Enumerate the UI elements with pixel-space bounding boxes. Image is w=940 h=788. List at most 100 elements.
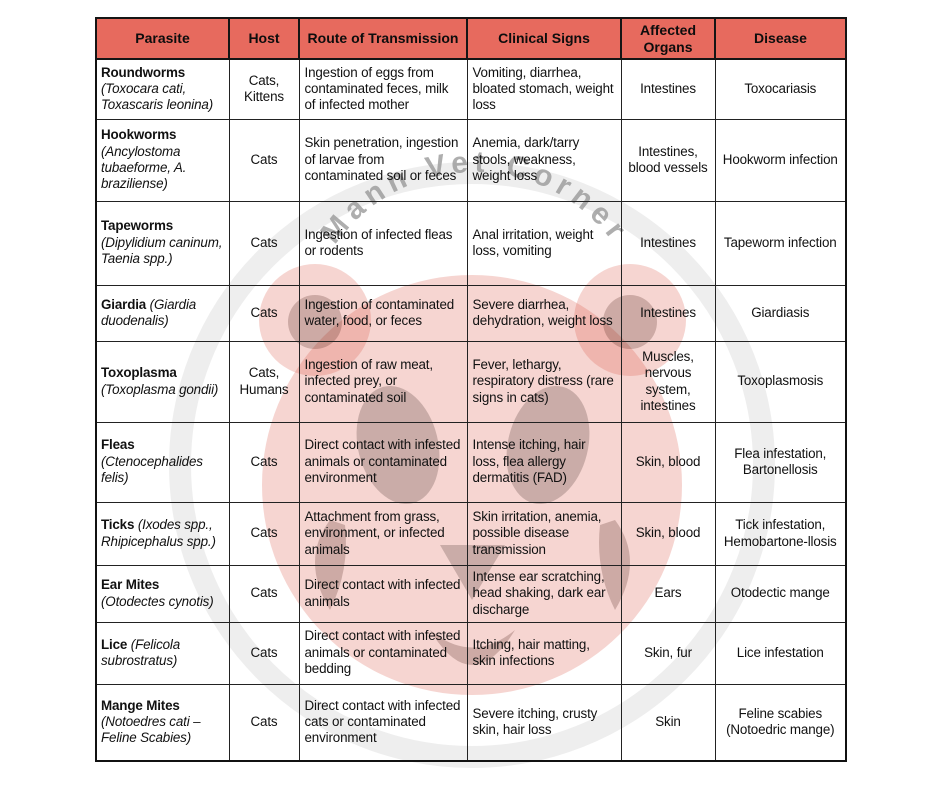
table-row: Roundworms (Toxocara cati, Toxascaris le… [95, 58, 847, 120]
cell-host: Cats [228, 284, 300, 342]
cell-parasite: Giardia (Giardia duodenalis) [95, 284, 230, 342]
column-header-route-of-transmission: Route of Transmission [298, 17, 468, 60]
cell-disease: Giardiasis [714, 284, 847, 342]
cell-parasite: Fleas (Ctenocephalides felis) [95, 421, 230, 503]
cell-signs: Fever, lethargy, respiratory distress (r… [466, 340, 622, 423]
cell-signs: Anemia, dark/tarry stools, weakness, wei… [466, 118, 622, 202]
cell-route: Direct contact with infested animals or … [298, 621, 468, 685]
cell-host: Cats [228, 118, 300, 202]
cell-route: Ingestion of contaminated water, food, o… [298, 284, 468, 342]
cell-parasite: Toxoplasma (Toxoplasma gondii) [95, 340, 230, 423]
cell-organs: Skin, blood [620, 421, 716, 503]
cell-host: Cats [228, 621, 300, 685]
cell-signs: Severe diarrhea, dehydration, weight los… [466, 284, 622, 342]
parasite-scientific-name: (Giardia duodenalis) [101, 296, 197, 328]
cell-disease: Toxoplasmosis [714, 340, 847, 423]
cell-organs: Skin [620, 683, 716, 762]
cell-parasite: Ear Mites (Otodectes cynotis) [95, 564, 230, 623]
column-header-clinical-signs: Clinical Signs [466, 17, 622, 60]
table-row: Mange Mites (Notoedres cati – Feline Sca… [95, 683, 847, 762]
parasite-common-name: Hookworms [101, 127, 177, 143]
parasite-common-name: Lice [101, 636, 128, 652]
cell-disease: Toxocariasis [714, 58, 847, 120]
cell-parasite: Ticks (Ixodes spp., Rhipicephalus spp.) [95, 501, 230, 566]
cell-organs: Skin, fur [620, 621, 716, 685]
column-header-affected-organs: Affected Organs [620, 17, 716, 60]
cell-signs: Severe itching, crusty skin, hair loss [466, 683, 622, 762]
table-body: Roundworms (Toxocara cati, Toxascaris le… [95, 58, 847, 762]
cell-route: Direct contact with infected animals [298, 564, 468, 623]
cell-signs: Itching, hair matting, skin infections [466, 621, 622, 685]
parasite-scientific-name: (Otodectes cynotis) [101, 593, 214, 609]
parasite-common-name: Ticks [101, 517, 135, 533]
cell-organs: Intestines [620, 284, 716, 342]
table-row: Toxoplasma (Toxoplasma gondii) Cats, Huma… [95, 340, 847, 423]
cell-disease: Hookworm infection [714, 118, 847, 202]
parasite-common-name: Toxoplasma [101, 365, 177, 381]
parasite-common-name: Ear Mites [101, 577, 160, 593]
cell-disease: Tapeworm infection [714, 200, 847, 286]
parasite-common-name: Roundworms [101, 64, 186, 80]
cell-route: Skin penetration, ingestion of larvae fr… [298, 118, 468, 202]
cell-disease: Flea infestation, Bartonellosis [714, 421, 847, 503]
cell-host: Cats [228, 501, 300, 566]
cell-signs: Skin irritation, anemia, possible diseas… [466, 501, 622, 566]
parasite-common-name: Mange Mites [101, 697, 180, 713]
parasite-scientific-name: (Toxocara cati, Toxascaris leonina) [101, 81, 214, 113]
parasite-scientific-name: (Toxoplasma gondii) [101, 381, 219, 397]
column-header-host: Host [228, 17, 300, 60]
cell-signs: Intense ear scratching, head shaking, da… [466, 564, 622, 623]
cell-parasite: Lice (Felicola subrostratus) [95, 621, 230, 685]
parasite-common-name: Fleas [101, 437, 135, 453]
table-row: Giardia (Giardia duodenalis) Cats Ingestio… [95, 284, 847, 342]
parasite-scientific-name: (Notoedres cati – Feline Scabies) [101, 714, 201, 746]
cell-parasite: Tapeworms (Dipylidium caninum, Taenia sp… [95, 200, 230, 286]
cell-organs: Intestines [620, 58, 716, 120]
parasite-scientific-name: (Ixodes spp., Rhipicephalus spp.) [101, 517, 216, 549]
cell-route: Ingestion of raw meat, infected prey, or… [298, 340, 468, 423]
cell-parasite: Mange Mites (Notoedres cati – Feline Sca… [95, 683, 230, 762]
parasite-scientific-name: (Ctenocephalides felis) [101, 453, 203, 486]
column-header-disease: Disease [714, 17, 847, 60]
parasite-table: Parasite Host Route of Transmission Clinica… [95, 17, 847, 762]
header-row: Parasite Host Route of Transmission Clinica… [95, 17, 847, 60]
table-row: Lice (Felicola subrostratus) Cats Direct c… [95, 621, 847, 685]
parasite-common-name: Giardia [101, 296, 147, 312]
cell-organs: Intestines, blood vessels [620, 118, 716, 202]
cell-signs: Anal irritation, weight loss, vomiting [466, 200, 622, 286]
cell-organs: Ears [620, 564, 716, 623]
cell-route: Attachment from grass, environment, or i… [298, 501, 468, 566]
cell-organs: Intestines [620, 200, 716, 286]
parasite-scientific-name: (Felicola subrostratus) [101, 636, 181, 668]
cell-signs: Vomiting, diarrhea, bloated stomach, wei… [466, 58, 622, 120]
cell-host: Cats [228, 200, 300, 286]
parasite-scientific-name: (Ancylostoma tubaeforme, A. braziliense) [101, 143, 187, 192]
parasite-scientific-name: (Dipylidium caninum, Taenia spp.) [101, 234, 223, 267]
cell-host: Cats, Kittens [228, 58, 300, 120]
column-header-parasite: Parasite [95, 17, 230, 60]
cell-disease: Tick infestation, Hemobartone-llosis [714, 501, 847, 566]
parasite-common-name: Tapeworms [101, 218, 174, 234]
cell-disease: Lice infestation [714, 621, 847, 685]
table-row: Ear Mites (Otodectes cynotis) Cats Direct … [95, 564, 847, 623]
table-row: Hookworms (Ancylostoma tubaeforme, A. br… [95, 118, 847, 202]
cell-route: Direct contact with infested animals or … [298, 421, 468, 503]
cell-signs: Intense itching, hair loss, flea allergy… [466, 421, 622, 503]
cell-organs: Skin, blood [620, 501, 716, 566]
cell-host: Cats [228, 683, 300, 762]
cell-route: Ingestion of eggs from contaminated fece… [298, 58, 468, 120]
table-row: Tapeworms (Dipylidium caninum, Taenia sp… [95, 200, 847, 286]
table-row: Ticks (Ixodes spp., Rhipicephalus spp.) C… [95, 501, 847, 566]
cell-parasite: Hookworms (Ancylostoma tubaeforme, A. br… [95, 118, 230, 202]
cell-host: Cats, Humans [228, 340, 300, 423]
cell-disease: Feline scabies (Notoedric mange) [714, 683, 847, 762]
cell-host: Cats [228, 421, 300, 503]
cell-organs: Muscles, nervous system, intestines [620, 340, 716, 423]
table-row: Fleas (Ctenocephalides felis) Cats Direct … [95, 421, 847, 503]
cell-disease: Otodectic mange [714, 564, 847, 623]
cell-route: Direct contact with infected cats or con… [298, 683, 468, 762]
cell-host: Cats [228, 564, 300, 623]
cell-parasite: Roundworms (Toxocara cati, Toxascaris le… [95, 58, 230, 120]
cell-route: Ingestion of infected fleas or rodents [298, 200, 468, 286]
